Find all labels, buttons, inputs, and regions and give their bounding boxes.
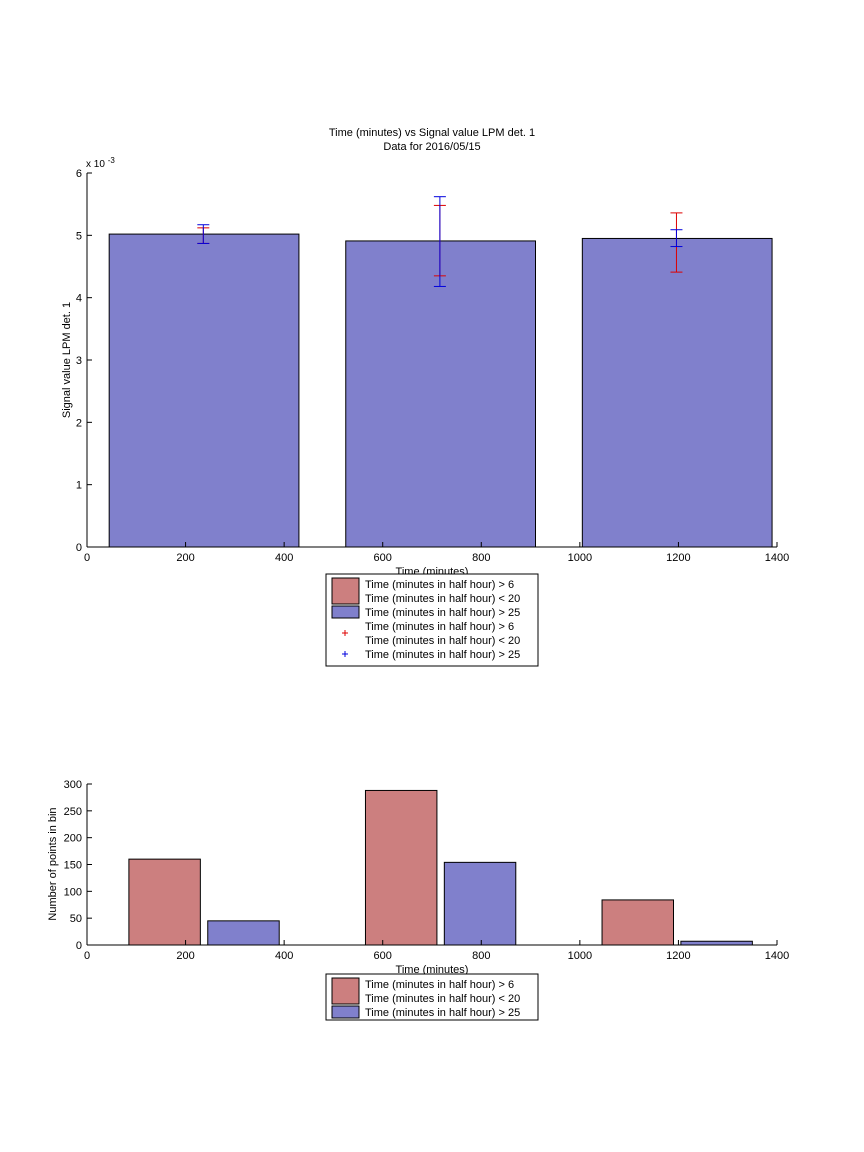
- chart-subtitle: Data for 2016/05/15: [383, 141, 480, 153]
- legend-entry-2: Time (minutes in half hour) > 6 Time (min…: [342, 621, 520, 647]
- legend-swatch: [331, 605, 360, 619]
- legend-entry-3: Time (minutes in half hour) > 25: [342, 649, 520, 661]
- bar-5: [680, 940, 753, 946]
- y-tick-label-1: 50: [70, 913, 82, 925]
- legend-label: Time (minutes in half hour) > 25: [365, 649, 520, 661]
- y-tick-label-2: 100: [64, 886, 82, 898]
- legend-entry-0: Time (minutes in half hour) > 6 Time (min…: [331, 577, 520, 605]
- bar-4: [601, 899, 674, 946]
- x-tick-label-5: 1000: [568, 950, 592, 962]
- y-tick-label-5: 250: [64, 806, 82, 818]
- plot-area: 0 200 400 600 800 1000 1200 1400 0 50 100 150 200 250…: [64, 779, 790, 962]
- legend-box: [325, 973, 539, 1021]
- legend-swatch: [331, 1005, 360, 1019]
- signal-chart: Time (minutes) vs Signal value LPM det. …: [61, 127, 789, 667]
- y-tick-label-1: 1: [76, 480, 82, 492]
- y-tick-label-5: 5: [76, 230, 82, 242]
- x-tick-label-6: 1200: [666, 552, 690, 564]
- legend-label: Time (minutes in half hour) < 20: [365, 593, 520, 605]
- x-tick-label-3: 600: [374, 950, 392, 962]
- legend-label: Time (minutes in half hour) > 25: [365, 1007, 520, 1019]
- legend: Time (minutes in half hour) > 6 Time (min…: [325, 973, 539, 1021]
- legend-swatch: [331, 577, 360, 605]
- bar-2: [581, 237, 773, 548]
- bar-0: [108, 233, 300, 548]
- x-tick-label-1: 200: [176, 552, 194, 564]
- x-tick-label-1: 200: [176, 950, 194, 962]
- error-bar-1: [197, 224, 210, 244]
- x-tick-label-5: 1000: [568, 552, 592, 564]
- legend-label: Time (minutes in half hour) > 6: [365, 979, 514, 991]
- x-tick-label-2: 400: [275, 552, 293, 564]
- legend: Time (minutes in half hour) > 6 Time (min…: [325, 573, 539, 667]
- bar-0: [128, 858, 201, 946]
- x-tick-label-7: 1400: [765, 950, 789, 962]
- y-tick-label-0: 0: [76, 542, 82, 554]
- y-tick-label-6: 300: [64, 779, 82, 791]
- legend-box: [325, 573, 539, 667]
- legend-label: Time (minutes in half hour) > 6: [365, 579, 514, 591]
- error-bar-3: [433, 196, 446, 287]
- legend-entry-1: Time (minutes in half hour) > 25: [331, 1005, 520, 1019]
- legend-swatch: [331, 977, 360, 1005]
- bar-1: [345, 240, 536, 548]
- legend-label: Time (minutes in half hour) > 25: [365, 607, 520, 619]
- y-tick-label-0: 0: [76, 940, 82, 952]
- y-exponent-label: x 10 -3: [86, 156, 115, 170]
- x-axis-label: Time (minutes): [396, 964, 469, 976]
- x-tick-label-6: 1200: [666, 950, 690, 962]
- y-tick-label-3: 3: [76, 355, 82, 367]
- x-tick-label-3: 600: [374, 552, 392, 564]
- legend-entry-0: Time (minutes in half hour) > 6 Time (min…: [331, 977, 520, 1005]
- legend-label: Time (minutes in half hour) < 20: [365, 993, 520, 1005]
- bar-1: [207, 920, 280, 946]
- count-chart: 0 200 400 600 800 1000 1200 1400 0 50 100 150 200 250…: [47, 779, 790, 1021]
- y-tick-label-4: 200: [64, 833, 82, 845]
- legend-entry-1: Time (minutes in half hour) > 25: [331, 605, 520, 619]
- x-tick-label-2: 400: [275, 950, 293, 962]
- x-tick-label-0: 0: [84, 552, 90, 564]
- y-tick-label-4: 4: [76, 293, 82, 305]
- y-tick-label-6: 6: [76, 168, 82, 180]
- y-tick-label-3: 150: [64, 860, 82, 872]
- error-bar-5: [670, 229, 683, 248]
- x-tick-label-4: 800: [472, 950, 490, 962]
- legend-label: Time (minutes in half hour) < 20: [365, 635, 520, 647]
- bar-3: [443, 861, 517, 946]
- x-tick-label-7: 1400: [765, 552, 789, 564]
- plot-area: 0 200 400 600 800 1000 1200 1400 0 1 2 3 4 5 6: [76, 168, 789, 564]
- y-exponent-base: x 10: [86, 159, 105, 170]
- y-tick-label-2: 2: [76, 417, 82, 429]
- x-tick-label-0: 0: [84, 950, 90, 962]
- y-axis-label: Signal value LPM det. 1: [61, 302, 73, 418]
- chart-title: Time (minutes) vs Signal value LPM det. …: [329, 127, 535, 139]
- y-exponent-power: -3: [108, 156, 116, 165]
- x-tick-label-4: 800: [472, 552, 490, 564]
- bar-2: [364, 789, 438, 946]
- legend-label: Time (minutes in half hour) > 6: [365, 621, 514, 633]
- y-axis-label: Number of points in bin: [47, 807, 59, 920]
